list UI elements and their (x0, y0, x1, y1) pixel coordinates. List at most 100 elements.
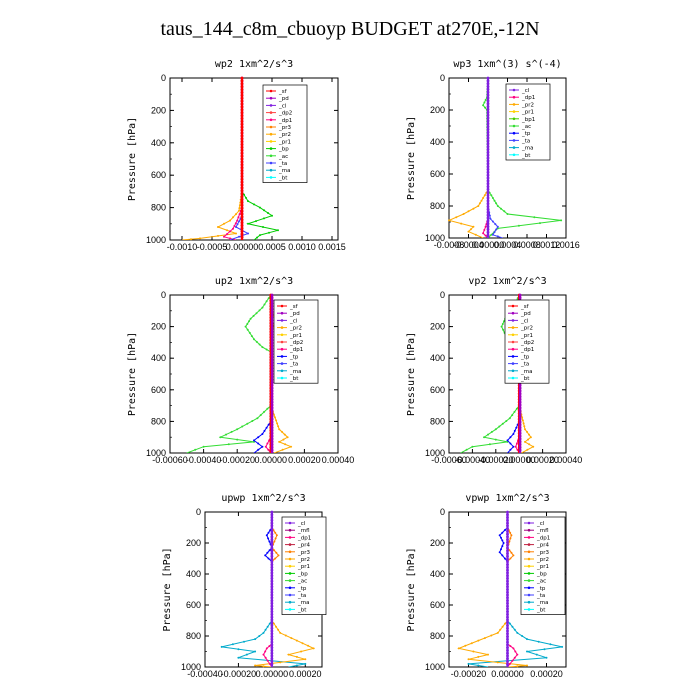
data-point-pd (270, 319, 274, 322)
legend-label-dp2: _dp2 (520, 340, 534, 346)
data-point-cl (486, 116, 490, 120)
data-point-bp (259, 206, 261, 209)
data-point-ac (490, 233, 493, 236)
legend-marker-pr1 (511, 333, 515, 337)
data-point-ac (225, 433, 227, 436)
data-point-cl (270, 643, 274, 647)
y-tick-label: 200 (151, 322, 166, 332)
data-point-ac (255, 340, 258, 343)
y-tick-label: 1000 (425, 233, 445, 243)
data-point-cl (506, 521, 509, 525)
data-point-pd (270, 333, 274, 336)
data-point-cl (270, 601, 274, 605)
data-point-pd (270, 409, 274, 413)
data-point-cl (270, 541, 274, 544)
data-point-cl (486, 219, 490, 223)
data-point-cl (506, 651, 509, 655)
data-point-pr2 (528, 433, 530, 436)
data-point-sf (240, 227, 244, 230)
x-tick-label: -0.00020 (219, 455, 255, 465)
data-point-dp1 (513, 656, 516, 659)
data-point-tp (500, 548, 502, 551)
legend-marker-pr4 (288, 543, 292, 546)
data-point-dp1 (514, 445, 517, 448)
x-tick-label: -0.0004 (453, 240, 484, 250)
legend-marker-ac (269, 154, 273, 158)
data-point-tp (502, 542, 505, 544)
data-point-ma (220, 645, 223, 648)
data-point-cl (506, 518, 509, 522)
data-point-pr3 (510, 534, 513, 537)
data-point-pr2 (235, 213, 237, 216)
legend-label-cl: _cl (297, 521, 306, 527)
data-point-cl (486, 162, 490, 166)
data-point-pd (518, 420, 522, 424)
data-point-cl (486, 196, 490, 200)
legend-label-pd: _pd (289, 311, 300, 317)
data-point-ma (561, 645, 564, 648)
legend-label-pr3: _pr3 (278, 125, 292, 131)
data-point-cl (270, 635, 274, 638)
legend-marker-dp1 (288, 536, 292, 539)
x-tick-label: 0.00000 (491, 669, 524, 679)
data-point-bp (245, 196, 247, 199)
x-tick-label: -0.00060 (152, 455, 188, 465)
data-point-pr2 (469, 228, 472, 231)
y-tick-label: 800 (430, 416, 445, 426)
data-point-ma (264, 628, 267, 631)
data-point-tp (512, 433, 515, 435)
data-point-ac (219, 436, 222, 439)
data-point-pr2 (217, 234, 219, 237)
x-tick-label: -0.00040 (186, 455, 222, 465)
chart-panel-6: vpwp 1xm^2/s^3 Pressure [hPa] 0 200 400 600 80… (406, 493, 567, 679)
data-point-sf (240, 146, 244, 149)
y-tick-label: 0 (440, 290, 445, 300)
data-point-tp (509, 436, 512, 439)
legend-marker-pr3 (288, 550, 292, 554)
data-point-cl (506, 590, 509, 594)
data-point-ta (496, 235, 499, 238)
data-point-tp (513, 429, 516, 432)
x-tick-label: 0.00020 (289, 669, 322, 679)
x-tick-label: -0.00040 (455, 455, 491, 465)
data-point-pd (270, 338, 274, 342)
data-point-dp1 (509, 645, 512, 648)
data-point-cl (270, 554, 274, 558)
data-point-sf (240, 169, 244, 173)
legend-label-ta: _ta (289, 362, 298, 368)
data-point-ac (494, 428, 497, 431)
data-point-pd (270, 381, 274, 384)
data-point-pr2 (523, 425, 526, 428)
chart-panel-2: wp3 1xm^(3) s^(-4) Pressure [hPa] 0 200 400 6… (406, 59, 580, 250)
data-point-cl (486, 88, 490, 91)
x-tick-label: 0.00020 (526, 455, 559, 465)
legend-marker-pr1 (269, 140, 273, 143)
data-point-ac (227, 443, 230, 446)
data-point-ac (246, 422, 249, 425)
data-point-pr2 (284, 443, 287, 446)
data-point-tp (500, 536, 502, 539)
data-point-ma (237, 648, 240, 651)
data-point-cl (270, 582, 274, 586)
data-point-ac (506, 213, 509, 215)
data-point-sf (240, 79, 244, 83)
data-point-pd (270, 355, 274, 359)
data-point-pd (518, 437, 522, 441)
series-line-ta (487, 78, 503, 238)
data-point-dp1 (264, 650, 267, 653)
data-point-pd (518, 296, 522, 300)
x-tick-label: -0.00060 (431, 455, 467, 465)
x-tick-label: 0.0005 (258, 242, 286, 252)
x-tick-label: 0.0010 (288, 242, 316, 252)
data-point-cl (270, 552, 274, 555)
data-point-sf (240, 122, 244, 126)
data-point-pd (518, 434, 522, 438)
data-point-cl (506, 593, 509, 597)
data-point-dp1 (264, 656, 267, 659)
data-point-cl (506, 549, 509, 553)
data-point-pd (270, 358, 274, 362)
data-point-cl (506, 626, 509, 630)
data-point-cl (486, 93, 490, 97)
data-point-ac (490, 194, 493, 197)
data-point-pr2 (277, 628, 280, 631)
